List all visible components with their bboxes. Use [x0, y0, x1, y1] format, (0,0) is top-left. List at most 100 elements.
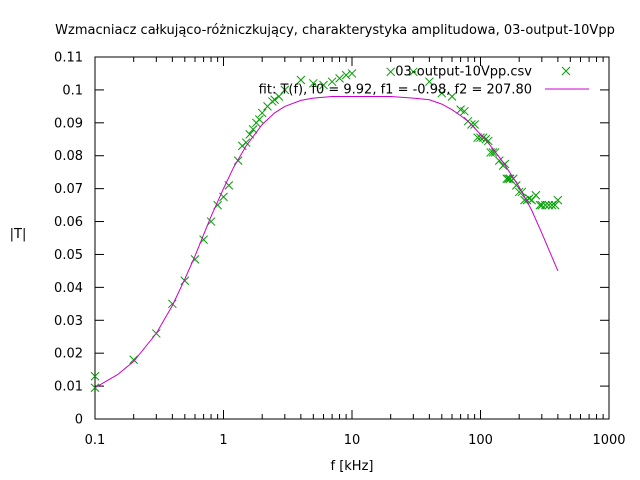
y-tick-label: 0.1	[62, 83, 83, 98]
data-point	[386, 67, 396, 77]
data-point	[341, 70, 351, 80]
data-point	[425, 77, 434, 87]
data-point-marker	[547, 200, 557, 210]
data-point-marker	[488, 148, 498, 157]
data-point	[537, 200, 547, 210]
y-tick-label: 0.05	[54, 248, 83, 263]
data-point	[504, 174, 513, 184]
x-tick-label: 0.1	[85, 433, 106, 448]
data-point-marker	[168, 299, 177, 309]
data-point-marker	[514, 187, 524, 197]
data-point	[129, 355, 139, 365]
y-axis: 0 0.01 0.02 0.03 0.04 0.05 0.06 0.07 0.08 0.09 0.1…	[54, 51, 609, 428]
data-point-marker	[341, 70, 351, 80]
data-point-marker	[476, 133, 485, 142]
data-point	[488, 148, 498, 157]
plot-frame	[94, 56, 610, 420]
y-tick-label: 0.03	[54, 314, 83, 329]
data-point	[180, 276, 190, 286]
data-point-marker	[90, 383, 100, 393]
y-tick-label: 0.08	[54, 149, 83, 164]
data-point-marker	[494, 156, 504, 166]
data-point	[502, 174, 512, 184]
data-point	[308, 78, 318, 88]
data-point	[408, 67, 418, 77]
data-point-marker	[483, 136, 493, 146]
data-point	[470, 120, 479, 129]
legend-marker-sample	[561, 66, 571, 76]
data-point	[544, 200, 554, 210]
y-tick-label: 0.11	[54, 51, 83, 66]
data-point-marker	[470, 120, 479, 129]
data-point	[335, 74, 344, 83]
data-point-marker	[90, 371, 100, 381]
data-point	[168, 299, 177, 309]
data-point	[90, 371, 100, 381]
data-point-marker	[504, 174, 513, 184]
data-point	[460, 106, 469, 116]
data-point-marker	[460, 106, 469, 116]
y-tick-label: 0.01	[54, 380, 83, 395]
data-point	[511, 180, 521, 190]
data-point-marker	[511, 180, 521, 190]
data-point	[347, 69, 357, 78]
data-point	[296, 75, 306, 85]
data-point	[437, 88, 447, 98]
data-point	[241, 138, 251, 147]
data-point-marker	[502, 174, 512, 184]
legend-entry-label: 03-output-10Vpp.csv	[395, 65, 532, 80]
y-tick-label: 0.09	[54, 116, 83, 131]
data-point	[541, 200, 550, 210]
data-point	[514, 187, 524, 197]
data-point-marker	[447, 92, 457, 101]
y-tick-label: 0	[75, 413, 83, 428]
data-point-marker	[180, 276, 190, 286]
data-point-marker	[296, 75, 306, 85]
x-tick-label: 100	[468, 433, 493, 448]
data-point	[447, 92, 457, 101]
data-point	[476, 133, 485, 142]
chart-title: Wzmacniacz całkująco-różniczkujący, char…	[55, 23, 615, 38]
x-axis: 0.1 1 10 100 1000	[85, 57, 626, 448]
x-tick-label: 1000	[592, 433, 625, 448]
data-point	[90, 383, 100, 393]
data-point-marker	[531, 190, 541, 200]
data-point-marker	[270, 95, 279, 105]
data-point-marker	[129, 355, 139, 365]
data-point-marker	[327, 77, 337, 87]
y-tick-label: 0.04	[54, 281, 83, 296]
data-point	[270, 95, 279, 105]
y-axis-label: |T|	[10, 227, 27, 242]
data-point-marker	[280, 85, 290, 95]
data-point-marker	[537, 200, 547, 210]
legend: 03-output-10Vpp.csv fit: T(f), f0 = 9.92,…	[259, 65, 589, 98]
data-point-marker	[553, 195, 563, 205]
y-tick-label: 0.07	[54, 182, 83, 197]
y-tick-label: 0.02	[54, 347, 83, 362]
data-point	[280, 85, 290, 95]
data-point-marker	[347, 69, 357, 78]
data-point	[319, 80, 328, 90]
data-point-marker	[319, 80, 328, 90]
data-point	[550, 200, 560, 210]
series-layer	[90, 67, 563, 393]
data-point-marker	[254, 115, 264, 124]
data-point-marker	[241, 138, 251, 147]
fit-curve-line	[94, 96, 559, 389]
data-point-marker	[408, 67, 418, 77]
data-point	[553, 195, 563, 205]
x-tick-label: 10	[344, 433, 361, 448]
data-point	[547, 200, 557, 210]
data-point-marker	[386, 67, 396, 77]
y-tick-label: 0.06	[54, 215, 83, 230]
data-point-marker	[550, 200, 560, 210]
data-point	[531, 190, 541, 200]
data-point	[494, 156, 504, 166]
data-point-marker	[257, 108, 267, 118]
data-point	[254, 115, 264, 124]
data-point-marker	[544, 200, 554, 210]
data-point	[257, 108, 267, 118]
data-point-marker	[248, 125, 258, 134]
data-point-marker	[308, 78, 318, 88]
